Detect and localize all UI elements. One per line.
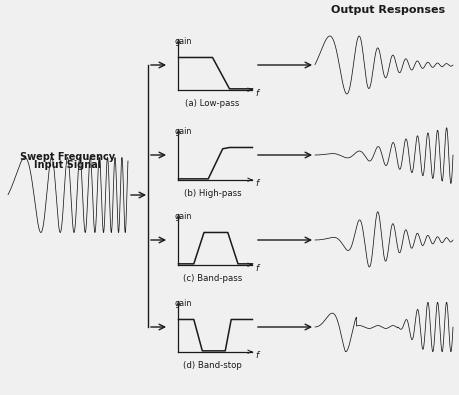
- Text: f: f: [255, 88, 258, 98]
- Text: Input Signal: Input Signal: [34, 160, 101, 170]
- Text: Output Responses: Output Responses: [330, 5, 444, 15]
- Text: Swept Frequency: Swept Frequency: [20, 152, 115, 162]
- Text: f: f: [255, 179, 258, 188]
- Text: f: f: [255, 263, 258, 273]
- Text: gain: gain: [174, 37, 191, 46]
- Text: (d) Band-stop: (d) Band-stop: [183, 361, 241, 370]
- Text: (c) Band-pass: (c) Band-pass: [183, 274, 241, 283]
- Text: (b) High-pass: (b) High-pass: [183, 189, 241, 198]
- Text: gain: gain: [174, 299, 191, 308]
- Text: (a) Low-pass: (a) Low-pass: [185, 99, 239, 108]
- Text: f: f: [255, 351, 258, 359]
- Text: gain: gain: [174, 212, 191, 221]
- Text: gain: gain: [174, 127, 191, 136]
